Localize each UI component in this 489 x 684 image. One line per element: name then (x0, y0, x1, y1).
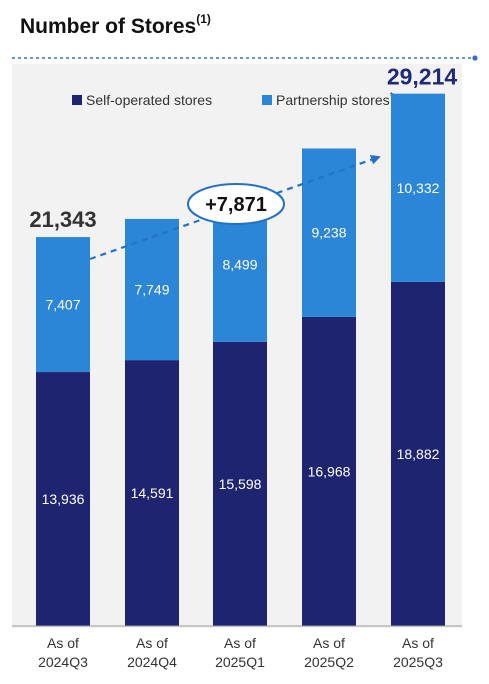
bar-value-label-partnership: 7,407 (45, 297, 80, 313)
x-tick-label: 2025Q2 (304, 654, 354, 670)
bar-self-operated (391, 281, 445, 626)
x-tick-label: As of (47, 635, 79, 651)
total-label-first: 21,343 (29, 207, 96, 232)
header-divider-dot (472, 55, 478, 61)
x-tick-label: As of (224, 635, 256, 651)
x-tick-label: As of (136, 635, 168, 651)
legend-swatch-partnership (262, 95, 272, 105)
bar-value-label-self-operated: 18,882 (397, 446, 440, 462)
legend-label-self-operated: Self-operated stores (86, 92, 212, 108)
x-tick-label: 2025Q3 (393, 654, 443, 670)
bar-partnership (302, 148, 356, 317)
bar-value-label-partnership: 8,499 (222, 256, 257, 272)
bar-self-operated (302, 316, 356, 626)
bar-value-label-partnership: 10,332 (397, 180, 440, 196)
bar-self-operated (36, 372, 90, 626)
x-tick-label: As of (402, 635, 434, 651)
bar-partnership (36, 237, 90, 373)
bars-group (36, 93, 445, 626)
growth-arrow (89, 154, 381, 261)
total-label-last: 29,214 (387, 64, 458, 90)
bar-self-operated (213, 341, 267, 626)
bar-value-label-self-operated: 16,968 (308, 463, 351, 479)
bar-labels-group: 13,936 7,407 14,591 7,749 15,598 8,499 16,968 9… (29, 64, 457, 507)
bar-partnership (391, 93, 445, 282)
x-tick-label: As of (313, 635, 345, 651)
bar-value-label-self-operated: 14,591 (131, 485, 174, 501)
chart-title: Number of Stores(1) (20, 12, 211, 38)
growth-callout-label: +7,871 (205, 194, 267, 216)
legend-label-partnership: Partnership stores* (276, 91, 394, 108)
x-axis-ticks: As of 2024Q3 As of 2024Q4 As of 2025Q1 As of 20… (38, 635, 443, 670)
bar-value-label-self-operated: 15,598 (219, 476, 262, 492)
x-tick-label: 2024Q3 (38, 654, 88, 670)
x-tick-label: 2024Q4 (127, 654, 177, 670)
bar-self-operated (125, 360, 179, 626)
bar-value-label-partnership: 9,238 (311, 225, 346, 241)
x-tick-label: 2025Q1 (215, 654, 265, 670)
title-footnote-mark: (1) (196, 12, 211, 26)
bar-value-label-partnership: 7,749 (134, 282, 169, 298)
legend: Self-operated stores Partnership stores* (72, 91, 394, 108)
legend-swatch-self-operated (72, 95, 82, 105)
growth-callout (187, 183, 285, 225)
bar-value-label-self-operated: 13,936 (42, 491, 85, 507)
